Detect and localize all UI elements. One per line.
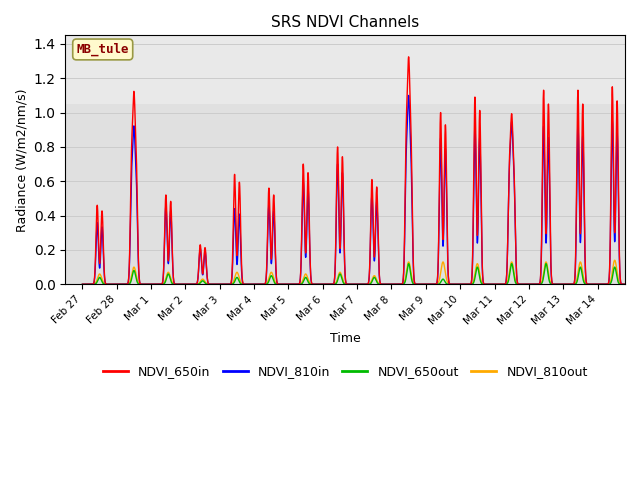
Line: NDVI_810out: NDVI_810out — [83, 260, 632, 284]
NDVI_650in — [428, 281, 435, 287]
Line: NDVI_810in: NDVI_810in — [83, 96, 632, 284]
NDVI_810out — [278, 281, 285, 287]
NDVI_650in — [404, 79, 412, 85]
NDVI_810in — [628, 281, 636, 287]
NDVI_650in — [79, 281, 86, 287]
NDVI_810in — [486, 281, 493, 287]
NDVI_650in — [486, 281, 493, 287]
NDVI_650out — [106, 281, 114, 287]
NDVI_810in — [404, 93, 412, 98]
NDVI_650in — [628, 281, 636, 287]
NDVI_650out — [404, 265, 412, 271]
NDVI_650in — [106, 281, 114, 287]
NDVI_810out — [428, 281, 435, 287]
X-axis label: Time: Time — [330, 332, 360, 345]
NDVI_810in — [404, 114, 412, 120]
Y-axis label: Radiance (W/m2/nm/s): Radiance (W/m2/nm/s) — [15, 88, 28, 231]
Title: SRS NDVI Channels: SRS NDVI Channels — [271, 15, 419, 30]
NDVI_810in — [278, 281, 285, 287]
NDVI_810in — [428, 281, 435, 287]
NDVI_810out — [611, 257, 618, 263]
NDVI_810in — [515, 281, 523, 287]
Text: MB_tule: MB_tule — [76, 43, 129, 56]
NDVI_650in — [515, 281, 523, 287]
NDVI_650out — [486, 281, 493, 287]
NDVI_810out — [628, 281, 636, 287]
Line: NDVI_650out: NDVI_650out — [83, 264, 632, 284]
NDVI_810out — [79, 281, 86, 287]
NDVI_650out — [542, 261, 550, 266]
NDVI_650out — [428, 281, 435, 287]
NDVI_810in — [106, 281, 114, 287]
Line: NDVI_650in: NDVI_650in — [83, 57, 632, 284]
NDVI_650in — [404, 54, 412, 60]
NDVI_810out — [486, 281, 493, 287]
NDVI_810out — [106, 281, 114, 287]
NDVI_650out — [628, 281, 636, 287]
NDVI_810out — [515, 281, 523, 287]
NDVI_650out — [515, 281, 523, 287]
NDVI_810in — [79, 281, 86, 287]
NDVI_650in — [278, 281, 285, 287]
Bar — [65, 36, 625, 104]
NDVI_650out — [278, 281, 285, 287]
NDVI_810out — [404, 262, 412, 268]
Legend: NDVI_650in, NDVI_810in, NDVI_650out, NDVI_810out: NDVI_650in, NDVI_810in, NDVI_650out, NDV… — [98, 360, 593, 383]
NDVI_650out — [79, 281, 86, 287]
